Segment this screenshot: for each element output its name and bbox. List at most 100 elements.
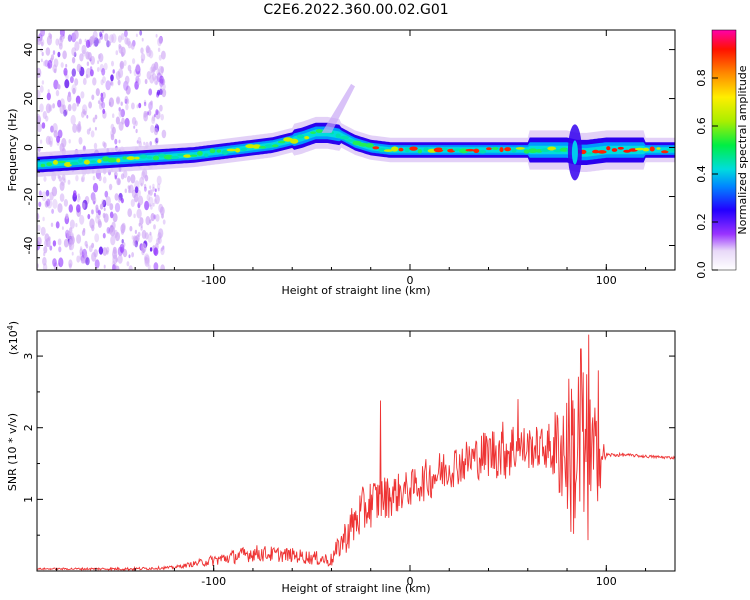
noise-blob xyxy=(104,33,109,42)
noise-blob xyxy=(133,193,139,203)
noise-blob xyxy=(44,200,49,208)
noise-blob xyxy=(110,74,114,82)
noise-blob xyxy=(146,194,151,201)
noise-blob xyxy=(56,135,61,143)
noise-blob xyxy=(62,50,67,60)
noise-blob xyxy=(148,50,154,59)
noise-blob xyxy=(42,256,47,266)
noise-blob xyxy=(71,251,74,256)
noise-blob xyxy=(156,68,161,76)
signal-core xyxy=(378,148,386,153)
noise-blob xyxy=(112,254,118,264)
noise-blob xyxy=(95,204,99,211)
noise-blob xyxy=(109,203,114,211)
chart-title: C2E6.2022.360.00.02.G01 xyxy=(263,2,448,18)
noise-blob xyxy=(75,223,78,228)
noise-blob xyxy=(40,226,46,236)
noise-blob xyxy=(39,139,43,144)
noise-blob xyxy=(79,53,84,62)
noise-blob xyxy=(149,141,152,146)
signal-core xyxy=(523,149,530,154)
noise-blob xyxy=(133,125,136,129)
signal-core xyxy=(152,155,160,161)
noise-blob xyxy=(89,127,92,131)
noise-blob xyxy=(79,214,85,225)
noise-blob xyxy=(47,89,50,94)
noise-blob xyxy=(92,175,96,181)
noise-blob xyxy=(44,59,49,67)
noise-blob xyxy=(133,213,136,219)
noise-blob xyxy=(77,197,80,203)
colorbar-tick-label: 0.2 xyxy=(695,213,708,231)
noise-blob xyxy=(74,78,79,86)
noise-blob xyxy=(48,104,53,112)
signal-core xyxy=(391,146,399,152)
noise-blob xyxy=(43,246,48,254)
noise-blob xyxy=(157,37,162,47)
signal-core xyxy=(235,148,241,153)
noise-blob xyxy=(57,238,62,246)
colorbar-tick-label: 0.6 xyxy=(695,117,708,135)
signal-core xyxy=(190,154,198,157)
x-tick-label: 0 xyxy=(406,575,413,588)
spectrogram-frame xyxy=(36,29,676,271)
noise-blob xyxy=(74,41,80,51)
signal-core xyxy=(221,149,229,155)
noise-blob xyxy=(159,78,164,88)
noise-blob xyxy=(118,121,124,131)
noise-blob xyxy=(42,216,45,222)
signal-core xyxy=(383,149,393,152)
noise-blob xyxy=(119,62,124,69)
noise-blob xyxy=(149,189,153,196)
noise-blob xyxy=(121,51,124,58)
noise-blob xyxy=(161,50,166,60)
noise-blob xyxy=(115,96,121,105)
noise-blob xyxy=(57,203,63,213)
x-tick-label: -100 xyxy=(201,575,226,588)
signal-core xyxy=(339,135,349,140)
noise-blob xyxy=(121,239,124,244)
noise-blob xyxy=(161,129,167,139)
signal-core xyxy=(90,160,97,163)
signal-core xyxy=(433,147,444,153)
noise-blob xyxy=(112,213,118,223)
noise-blob xyxy=(153,224,156,230)
noise-blob xyxy=(97,60,100,65)
signal-core xyxy=(606,146,611,151)
noise-blob xyxy=(69,219,75,229)
noise-blob xyxy=(64,79,70,89)
noise-blob xyxy=(101,101,106,109)
noise-blob xyxy=(102,199,107,208)
signal-core xyxy=(423,147,429,152)
noise-blob xyxy=(112,264,118,270)
noise-blob xyxy=(40,58,43,63)
signal-core xyxy=(492,147,499,150)
signal-core xyxy=(473,148,480,153)
signal-core xyxy=(216,149,222,153)
noise-blob xyxy=(116,97,120,104)
signal-core xyxy=(290,138,299,144)
noise-blob xyxy=(144,256,147,261)
noise-blob xyxy=(67,34,72,42)
noise-blob xyxy=(56,83,60,89)
noise-blob xyxy=(129,69,132,74)
noise-blob xyxy=(155,80,158,85)
noise-blob xyxy=(155,109,159,116)
noise-blob xyxy=(120,33,125,41)
noise-blob xyxy=(84,38,87,43)
signal-core xyxy=(617,146,624,150)
noise-blob xyxy=(148,88,153,96)
noise-blob xyxy=(132,239,136,246)
noise-blob xyxy=(102,212,106,219)
signal-core xyxy=(52,160,59,165)
noise-blob xyxy=(94,233,100,243)
signal-core xyxy=(277,140,286,144)
noise-blob xyxy=(37,115,42,125)
noise-blob xyxy=(153,127,159,136)
signal-band-mid xyxy=(37,126,675,170)
noise-blob xyxy=(81,104,88,115)
noise-blob xyxy=(63,109,67,117)
noise-blob xyxy=(78,137,83,145)
noise-blob xyxy=(110,235,116,246)
noise-blob xyxy=(94,126,97,131)
